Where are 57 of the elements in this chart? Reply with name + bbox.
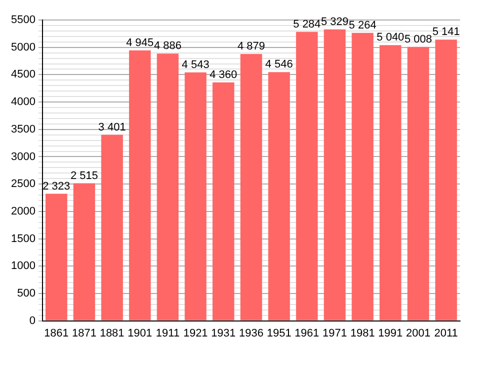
x-tick-label: 1971 <box>322 327 347 340</box>
y-tick-label: 1500 <box>10 232 36 245</box>
data-label: 4 886 <box>154 40 182 52</box>
x-tick-label: 1931 <box>211 327 236 340</box>
bar <box>129 50 151 320</box>
bar <box>296 32 318 320</box>
bar <box>46 194 68 320</box>
data-label: 5 141 <box>432 26 460 38</box>
y-tick-label: 0 <box>29 314 36 327</box>
y-tick-label: 4000 <box>10 96 36 108</box>
bar <box>101 134 123 320</box>
x-tick-label: 1901 <box>128 327 152 340</box>
y-tick-label: 5000 <box>10 41 36 54</box>
bar <box>240 54 262 320</box>
x-tick-label: 1881 <box>100 327 124 340</box>
bar <box>380 45 402 320</box>
data-label: 5 264 <box>348 19 376 32</box>
y-tick-label: 1000 <box>10 260 36 272</box>
bar <box>73 183 96 320</box>
bar <box>324 29 346 320</box>
data-label: 5 329 <box>320 16 349 28</box>
bar <box>184 72 206 320</box>
bar <box>156 54 179 320</box>
data-label: 5 040 <box>376 32 404 44</box>
y-tick-label: 5500 <box>10 14 36 26</box>
x-tick-label: 2001 <box>406 327 430 340</box>
x-tick-label: 1911 <box>156 327 180 340</box>
data-label: 2 515 <box>70 170 98 182</box>
y-tick-label: 500 <box>17 287 36 300</box>
data-label: 4 546 <box>265 58 293 71</box>
y-tick-label: 2500 <box>10 178 36 190</box>
bar <box>407 46 430 320</box>
x-tick-label: 1981 <box>350 327 375 340</box>
bar <box>212 82 234 320</box>
data-label: 3 401 <box>98 121 126 134</box>
y-tick-label: 2000 <box>10 205 36 218</box>
bar <box>435 40 457 320</box>
x-tick-label: 1921 <box>183 327 208 340</box>
y-tick-label: 3000 <box>10 150 36 163</box>
x-tick-label: 1961 <box>294 327 320 340</box>
y-tick-label: 3500 <box>10 123 36 136</box>
x-tick-label: 1951 <box>266 327 292 340</box>
bar <box>352 32 374 320</box>
y-tick-label: 4500 <box>10 68 36 81</box>
data-label: 4 945 <box>126 36 154 49</box>
data-label: 4 879 <box>237 40 265 52</box>
x-tick-label: 1861 <box>44 327 69 340</box>
x-tick-label: 2011 <box>434 327 458 340</box>
data-label: 5 008 <box>404 33 432 46</box>
data-label: 4 360 <box>210 68 238 81</box>
data-label: 2 323 <box>42 180 70 192</box>
x-tick-label: 1936 <box>238 327 264 340</box>
data-label: 4 543 <box>182 58 210 71</box>
data-label: 5 284 <box>293 18 321 30</box>
x-tick-label: 1871 <box>72 327 96 340</box>
x-tick-label: 1991 <box>378 327 403 340</box>
bar <box>268 72 290 320</box>
